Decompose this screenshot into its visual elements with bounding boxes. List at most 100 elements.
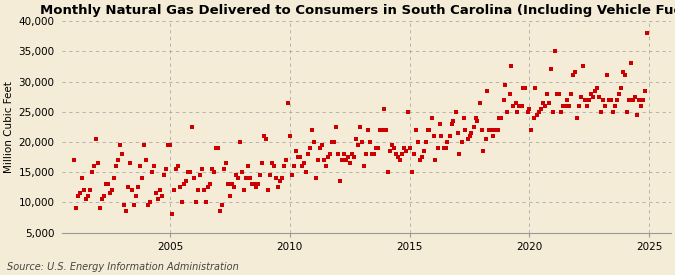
Point	[81, 197, 92, 202]
Text: Source: U.S. Energy Information Administration: Source: U.S. Energy Information Administ…	[7, 262, 238, 272]
Point	[642, 31, 653, 35]
Point	[534, 109, 545, 114]
Point	[153, 197, 163, 202]
Point	[426, 116, 437, 120]
Point	[334, 179, 345, 183]
Point	[82, 194, 93, 199]
Point	[300, 170, 311, 174]
Point	[326, 140, 337, 144]
Point	[274, 179, 285, 183]
Point	[282, 100, 293, 105]
Point	[358, 164, 369, 168]
Point	[181, 179, 192, 183]
Point	[608, 109, 619, 114]
Point	[474, 100, 485, 105]
Point	[406, 170, 417, 174]
Point	[386, 143, 397, 147]
Point	[290, 149, 301, 153]
Point	[246, 182, 257, 186]
Point	[73, 194, 84, 199]
Point	[448, 119, 459, 123]
Point	[344, 161, 355, 165]
Point	[354, 125, 365, 129]
Point	[616, 85, 626, 90]
Point	[434, 122, 445, 126]
Point	[284, 134, 295, 138]
Point	[97, 197, 107, 202]
Point	[452, 131, 463, 135]
Point	[486, 128, 497, 132]
Point	[570, 70, 581, 75]
Point	[432, 146, 443, 150]
Point	[566, 91, 576, 96]
Point	[494, 116, 505, 120]
Point	[254, 173, 265, 177]
Point	[520, 85, 531, 90]
Point	[271, 176, 281, 180]
Point	[310, 176, 321, 180]
Point	[468, 125, 479, 129]
Point	[466, 131, 477, 135]
Point	[265, 173, 275, 177]
Point	[416, 155, 427, 159]
Point	[238, 188, 249, 192]
Point	[267, 161, 277, 165]
Point	[384, 149, 395, 153]
Point	[273, 185, 284, 189]
Point	[558, 103, 569, 108]
Point	[136, 176, 147, 180]
Point	[582, 103, 593, 108]
Point	[364, 140, 375, 144]
Point	[294, 155, 305, 159]
Point	[186, 125, 197, 129]
Point	[628, 97, 639, 102]
Point	[226, 182, 237, 186]
Point	[88, 164, 99, 168]
Point	[159, 173, 169, 177]
Point	[444, 134, 455, 138]
Point	[117, 152, 128, 156]
Point	[484, 128, 495, 132]
Point	[596, 109, 607, 114]
Point	[460, 128, 471, 132]
Point	[470, 116, 481, 120]
Point	[236, 170, 247, 174]
Point	[500, 82, 511, 87]
Point	[200, 200, 211, 205]
Point	[71, 206, 82, 211]
Point	[79, 188, 90, 192]
Point	[202, 185, 213, 189]
Point	[598, 97, 609, 102]
Point	[209, 170, 219, 174]
Point	[296, 164, 307, 168]
Point	[634, 97, 645, 102]
Point	[552, 91, 563, 96]
Point	[472, 119, 483, 123]
Point	[107, 188, 117, 192]
Point	[171, 167, 182, 171]
Point	[620, 73, 630, 78]
Point	[462, 137, 473, 141]
Point	[578, 64, 589, 69]
Point	[144, 200, 155, 205]
Point	[123, 185, 134, 189]
Point	[169, 188, 180, 192]
Point	[374, 128, 385, 132]
Point	[146, 170, 157, 174]
Point	[488, 134, 499, 138]
Point	[586, 91, 597, 96]
Point	[342, 155, 353, 159]
Point	[380, 128, 391, 132]
Point	[69, 158, 80, 162]
Point	[482, 88, 493, 93]
Point	[498, 97, 509, 102]
Point	[163, 143, 173, 147]
Point	[248, 182, 259, 186]
Point	[317, 143, 327, 147]
Point	[207, 167, 217, 171]
Point	[101, 182, 111, 186]
Point	[340, 158, 351, 162]
Point	[476, 128, 487, 132]
Point	[321, 164, 331, 168]
Point	[234, 140, 245, 144]
